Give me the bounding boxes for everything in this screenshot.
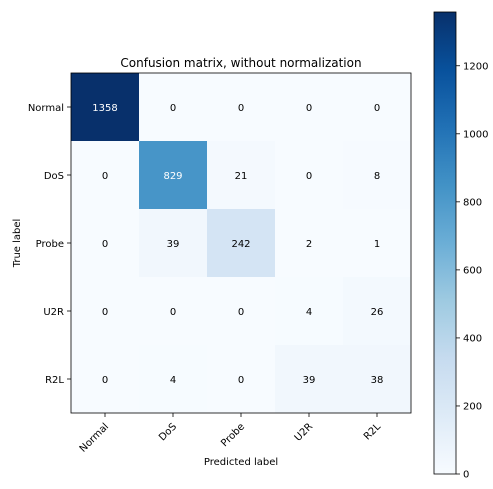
x-tick-label: Probe — [219, 421, 247, 449]
cell-3-0 — [71, 277, 139, 345]
colorbar — [433, 11, 457, 475]
y-tick-label: Probe — [36, 239, 64, 250]
cell-4-0 — [71, 345, 139, 413]
colorbar-tick-label: 1200 — [463, 61, 488, 72]
x-tick-label: Normal — [78, 421, 111, 454]
cell-3-2 — [207, 277, 275, 345]
x-tick-label: U2R — [293, 421, 315, 443]
colorbar-tick-label: 600 — [463, 265, 482, 276]
cell-4-2 — [207, 345, 275, 413]
y-tick-label: DoS — [44, 171, 64, 182]
cell-3-4 — [343, 277, 411, 345]
cell-value-1-1: 829 — [163, 171, 182, 182]
cell-value-0-4: 0 — [374, 103, 380, 114]
cell-value-3-3: 4 — [306, 307, 312, 318]
x-axis-ticks: Normal DoS Probe U2R R2L — [78, 413, 383, 455]
chart-title: Confusion matrix, without normalization — [120, 56, 361, 70]
cell-1-4 — [343, 141, 411, 209]
cell-4-3 — [275, 345, 343, 413]
y-tick-label: U2R — [43, 307, 64, 318]
heatmap-cells: 1358 0 0 0 00 829 21 0 80 39 242 2 10 0 0 4 260 4 0 39 38 — [71, 73, 411, 413]
cell-value-0-0: 1358 — [92, 103, 117, 114]
cell-value-4-3: 39 — [303, 375, 316, 386]
cell-2-4 — [343, 209, 411, 277]
cell-value-4-0: 0 — [102, 375, 108, 386]
cell-3-3 — [275, 277, 343, 345]
colorbar-ticks: 0 200 400 600 800 1000 1200 — [456, 61, 488, 481]
colorbar-tick-label: 400 — [463, 333, 482, 344]
cell-value-3-4: 26 — [371, 307, 384, 318]
y-axis-ticks: Normal DoS Probe U2R R2L — [28, 103, 71, 386]
cell-4-1 — [139, 345, 207, 413]
cell-0-0 — [71, 73, 139, 141]
cell-1-3 — [275, 141, 343, 209]
cell-value-0-2: 0 — [238, 103, 244, 114]
cell-1-1 — [139, 141, 207, 209]
cell-value-0-3: 0 — [306, 103, 312, 114]
cell-value-4-4: 38 — [371, 375, 384, 386]
cell-value-2-1: 39 — [167, 239, 180, 250]
cell-value-0-1: 0 — [170, 103, 176, 114]
cell-value-1-0: 0 — [102, 171, 108, 182]
y-tick-label: R2L — [45, 375, 64, 386]
cell-value-1-2: 21 — [235, 171, 248, 182]
cell-0-1 — [139, 73, 207, 141]
cell-value-2-0: 0 — [102, 239, 108, 250]
colorbar-tick-label: 1000 — [463, 129, 488, 140]
cell-value-3-2: 0 — [238, 307, 244, 318]
cell-value-2-3: 2 — [306, 239, 312, 250]
cell-0-2 — [207, 73, 275, 141]
cell-2-0 — [71, 209, 139, 277]
cell-2-3 — [275, 209, 343, 277]
cell-2-1 — [139, 209, 207, 277]
colorbar-tick-label: 0 — [463, 470, 469, 481]
cell-0-3 — [275, 73, 343, 141]
cell-value-2-2: 242 — [231, 239, 250, 250]
x-tick-label: DoS — [157, 421, 179, 443]
cell-1-0 — [71, 141, 139, 209]
cell-value-1-4: 8 — [374, 171, 380, 182]
cell-value-4-1: 4 — [170, 375, 176, 386]
colorbar-tick-label: 200 — [463, 401, 482, 412]
y-axis-label: True label — [12, 219, 23, 269]
cell-2-2 — [207, 209, 275, 277]
colorbar-tick-label: 800 — [463, 197, 482, 208]
y-tick-label: Normal — [28, 103, 64, 114]
cell-value-4-2: 0 — [238, 375, 244, 386]
cell-value-3-0: 0 — [102, 307, 108, 318]
cell-value-2-4: 1 — [374, 239, 380, 250]
x-axis-label: Predicted label — [204, 457, 278, 468]
cell-3-1 — [139, 277, 207, 345]
cell-0-4 — [343, 73, 411, 141]
cell-value-3-1: 0 — [170, 307, 176, 318]
cell-1-2 — [207, 141, 275, 209]
cell-value-1-3: 0 — [306, 171, 312, 182]
x-tick-label: R2L — [362, 421, 383, 442]
cell-4-4 — [343, 345, 411, 413]
